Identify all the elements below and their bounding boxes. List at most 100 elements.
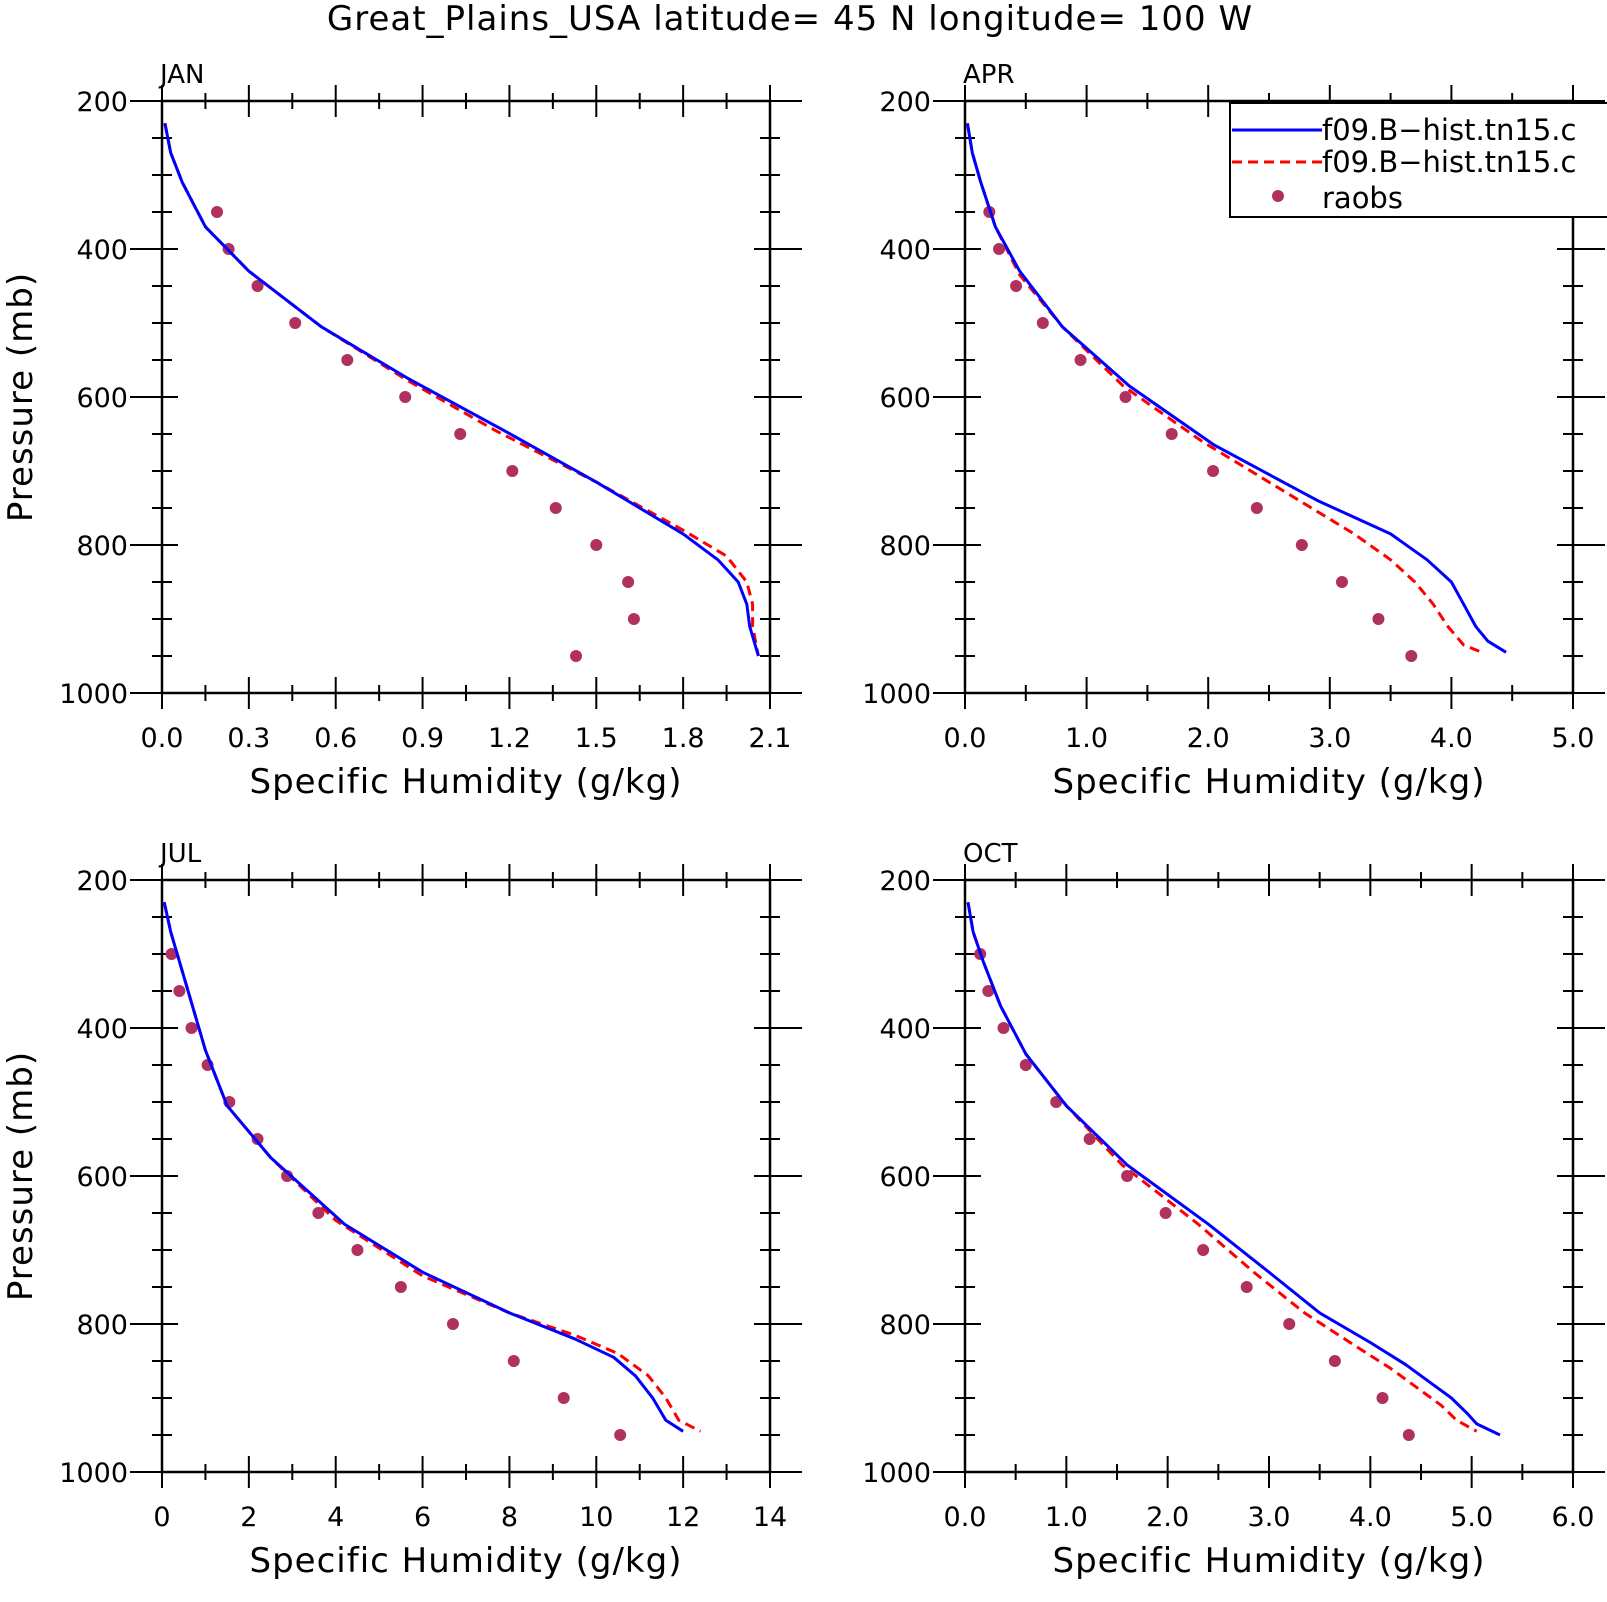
model-b-line xyxy=(966,901,1478,1433)
x-tick-label: 0.0 xyxy=(141,723,184,754)
y-tick-label: 600 xyxy=(76,383,128,414)
raobs-point xyxy=(1328,1355,1341,1367)
raobs-point xyxy=(251,280,264,292)
y-axis-label: Pressure (mb) xyxy=(1,1051,41,1301)
model-a-line xyxy=(162,901,684,1433)
raobs-point xyxy=(549,502,562,514)
series-group xyxy=(965,122,1507,662)
raobs-point xyxy=(627,613,640,625)
legend-label: f09.B−hist.tn15.c xyxy=(1322,145,1576,179)
y-tick-label: 800 xyxy=(879,531,931,562)
x-tick-label: 1.0 xyxy=(1065,723,1108,754)
x-axis-label: Specific Humidity (g/kg) xyxy=(1053,762,1486,802)
y-axis-label: Pressure (mb) xyxy=(1,272,41,522)
raobs-point xyxy=(1335,576,1348,588)
x-tick-label: 3.0 xyxy=(1308,723,1351,754)
legend-label: f09.B−hist.tn15.c xyxy=(1322,113,1576,147)
y-tick-label: 200 xyxy=(879,866,931,897)
raobs-point xyxy=(1036,317,1049,329)
y-tick-label: 1000 xyxy=(862,1458,931,1489)
model-a-line xyxy=(965,122,1507,654)
raobs-point xyxy=(997,1022,1010,1034)
y-tick-label: 800 xyxy=(879,1310,931,1341)
legend-box xyxy=(1229,102,1607,218)
legend-label: raobs xyxy=(1322,181,1403,215)
y-tick-label: 600 xyxy=(76,1162,128,1193)
raobs-point xyxy=(312,1207,325,1219)
raobs-point xyxy=(590,539,603,551)
x-tick-label: 1.2 xyxy=(488,723,531,754)
x-tick-label: 1.8 xyxy=(662,723,705,754)
raobs-point xyxy=(622,576,635,588)
y-tick-label: 1000 xyxy=(862,679,931,710)
y-tick-label: 400 xyxy=(76,1014,128,1045)
x-tick-label: 1.0 xyxy=(1045,1502,1088,1533)
plot-frame xyxy=(160,878,772,1474)
panel-apr: 200 400 600 800 1000 0.0 1.0 2.0 3.0 4.0 5.0 Specif… xyxy=(862,60,1605,802)
raobs-point xyxy=(1119,391,1132,403)
panel-title: JAN xyxy=(158,60,204,90)
x-tick-label: 0.9 xyxy=(401,723,444,754)
y-tick-label: 1000 xyxy=(59,1458,128,1489)
y-tick-label: 400 xyxy=(76,235,128,266)
series-group xyxy=(966,901,1501,1441)
x-tick-label: 0 xyxy=(153,1502,170,1533)
x-tick-label: 0.0 xyxy=(944,1502,987,1533)
raobs-point xyxy=(351,1244,364,1256)
x-tick-label: 12 xyxy=(666,1502,700,1533)
model-a-line xyxy=(163,122,760,657)
y-tick-label: 1000 xyxy=(59,679,128,710)
raobs-point xyxy=(614,1429,627,1441)
figure-title: Great_Plains_USA latitude= 45 N longitud… xyxy=(327,0,1253,39)
raobs-point xyxy=(251,1133,264,1145)
raobs-point xyxy=(570,650,583,662)
model-a-line xyxy=(966,901,1501,1437)
panel-title: APR xyxy=(963,60,1015,90)
y-tick-label: 400 xyxy=(879,1014,931,1045)
x-tick-label: 0.6 xyxy=(314,723,357,754)
x-tick-label: 3.0 xyxy=(1248,1502,1291,1533)
y-tick-label: 400 xyxy=(879,235,931,266)
raobs-point xyxy=(341,354,354,366)
x-tick-label: 0.3 xyxy=(227,723,270,754)
raobs-point xyxy=(185,1022,198,1034)
x-axis-label: Specific Humidity (g/kg) xyxy=(250,762,683,802)
x-tick-label: 4.0 xyxy=(1349,1502,1392,1533)
raobs-point xyxy=(1207,465,1220,477)
legend-marker xyxy=(1272,190,1284,202)
series-group xyxy=(162,901,702,1441)
raobs-point xyxy=(1010,280,1023,292)
x-tick-label: 6.0 xyxy=(1552,1502,1595,1533)
y-tick-label: 200 xyxy=(879,87,931,118)
panel-title: OCT xyxy=(963,839,1018,869)
raobs-point xyxy=(165,948,178,960)
x-axis-label: Specific Humidity (g/kg) xyxy=(1053,1541,1486,1581)
raobs-point xyxy=(1372,613,1385,625)
panel-jan: 200 400 600 800 1000 0.0 0.3 0.6 0.9 1.2 1.5 1.8 2.1… xyxy=(1,60,802,802)
panels-container: 200 400 600 800 1000 0.0 0.3 0.6 0.9 1.2 1.5 1.8 2.1… xyxy=(1,60,1607,1581)
plot-frame xyxy=(963,878,1575,1474)
x-tick-label: 8 xyxy=(501,1502,518,1533)
raobs-point xyxy=(1402,1429,1415,1441)
y-tick-label: 800 xyxy=(76,1310,128,1341)
y-tick-label: 200 xyxy=(76,87,128,118)
x-tick-label: 6 xyxy=(414,1502,431,1533)
raobs-point xyxy=(507,1355,520,1367)
raobs-point xyxy=(1405,650,1418,662)
raobs-point xyxy=(1376,1392,1389,1404)
series-group xyxy=(163,122,760,662)
raobs-point xyxy=(211,206,224,218)
y-tick-label: 200 xyxy=(76,866,128,897)
raobs-point xyxy=(1019,1059,1032,1071)
x-tick-label: 4.0 xyxy=(1430,723,1473,754)
raobs-point xyxy=(399,391,412,403)
panel-title: JUL xyxy=(158,839,202,869)
raobs-point xyxy=(394,1281,407,1293)
raobs-point xyxy=(446,1318,459,1330)
x-tick-label: 0.0 xyxy=(944,723,987,754)
raobs-point xyxy=(1121,1170,1134,1182)
raobs-point xyxy=(1283,1318,1296,1330)
x-tick-label: 2.0 xyxy=(1187,723,1230,754)
raobs-point xyxy=(173,985,186,997)
raobs-point xyxy=(982,985,995,997)
